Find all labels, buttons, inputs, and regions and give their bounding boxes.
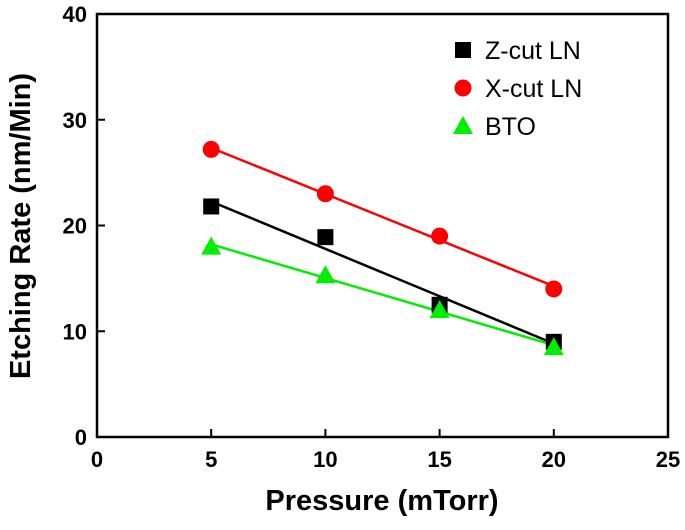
x-axis-label: Pressure (mTorr) <box>265 485 498 517</box>
data-point <box>317 229 334 246</box>
data-point <box>202 140 220 158</box>
fit-line <box>210 243 555 347</box>
fit-line <box>210 146 555 288</box>
legend-label: Z-cut LN <box>485 37 581 65</box>
data-point <box>431 227 449 245</box>
y-tick-label: 30 <box>63 108 87 133</box>
y-tick-label: 40 <box>63 2 87 27</box>
data-point <box>543 337 564 356</box>
x-tick-label: 5 <box>205 447 217 472</box>
y-tick-label: 10 <box>63 319 87 344</box>
x-tick-label: 15 <box>427 447 451 472</box>
plot-frame <box>95 12 670 439</box>
legend-label: X-cut LN <box>485 75 582 103</box>
data-point <box>315 265 336 284</box>
data-point <box>316 185 334 203</box>
x-tick-label: 20 <box>542 447 566 472</box>
legend-marker <box>455 42 471 58</box>
y-tick-label: 20 <box>63 214 87 239</box>
legend-label: BTO <box>485 113 536 141</box>
data-point <box>203 198 220 215</box>
x-tick-label: 0 <box>91 447 103 472</box>
y-axis-label: Etching Rate (nm/Min) <box>5 73 37 379</box>
legend-marker <box>453 116 473 134</box>
data-point <box>201 236 222 255</box>
x-tick-label: 10 <box>313 447 337 472</box>
legend-marker <box>454 79 472 97</box>
fit-line <box>210 200 555 345</box>
data-point <box>545 280 563 298</box>
y-tick-label: 0 <box>75 425 87 450</box>
data-point <box>429 300 450 319</box>
x-tick-label: 25 <box>656 447 680 472</box>
